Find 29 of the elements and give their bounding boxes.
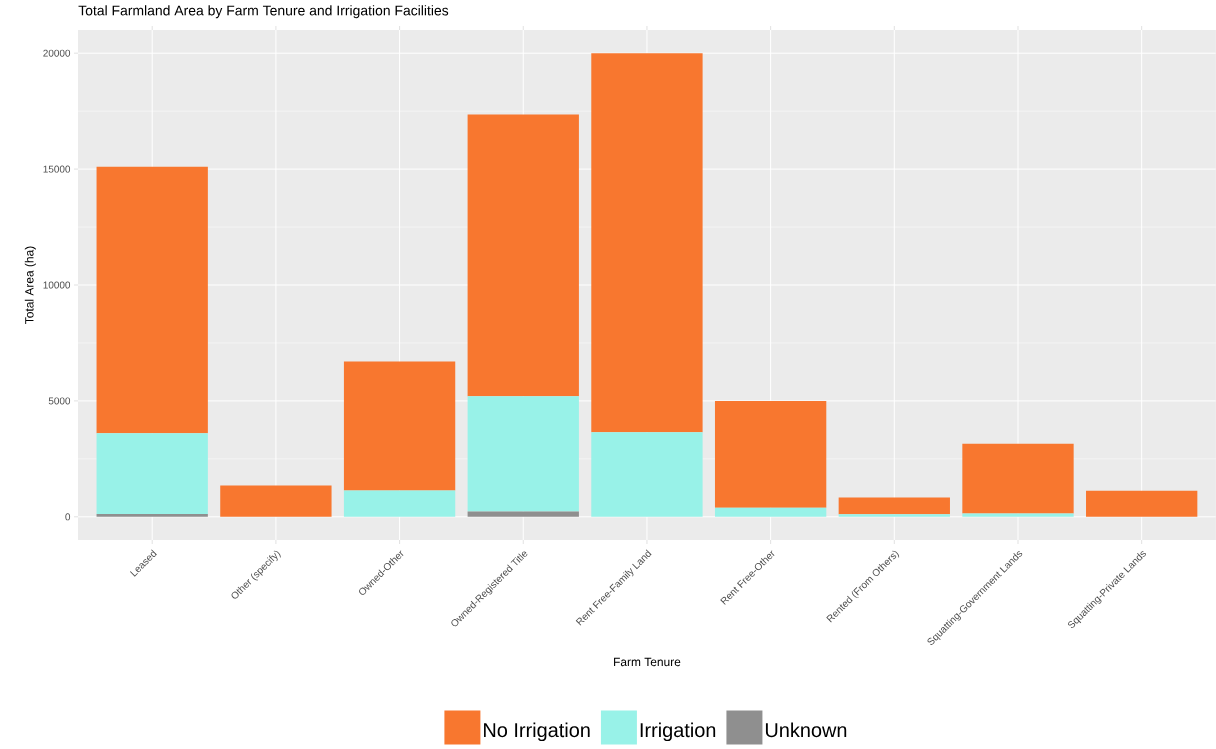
bar bbox=[1086, 490, 1198, 517]
bar bbox=[714, 400, 827, 508]
bar bbox=[838, 514, 950, 517]
x-axis-title: Farm Tenure bbox=[614, 657, 681, 667]
bar bbox=[467, 511, 579, 517]
legend-label: No Irrigation bbox=[484, 722, 590, 742]
y-tick-label: 10000 bbox=[43, 281, 71, 289]
bar bbox=[96, 166, 208, 434]
bar bbox=[220, 485, 332, 517]
bar bbox=[591, 432, 703, 517]
legend-label: Unknown bbox=[765, 722, 847, 738]
bar bbox=[467, 114, 579, 397]
y-tick-label: 15000 bbox=[43, 165, 71, 173]
y-tick-label: 0 bbox=[65, 513, 71, 521]
bar bbox=[838, 497, 950, 515]
bar bbox=[467, 396, 579, 512]
bar bbox=[962, 443, 1074, 514]
bar bbox=[96, 433, 208, 515]
bar bbox=[343, 361, 456, 491]
y-tick-label: 5000 bbox=[48, 397, 71, 405]
bar bbox=[962, 513, 1074, 517]
bar bbox=[591, 53, 703, 433]
y-tick-label: 20000 bbox=[43, 49, 71, 57]
bar bbox=[96, 514, 208, 517]
chart-title: Total Farmland Area by Farm Tenure and Irrigation Facilities bbox=[78, 5, 449, 19]
bar bbox=[714, 507, 827, 517]
y-axis-title: Total Area (ha) bbox=[24, 246, 36, 324]
legend-label: Irrigation bbox=[640, 722, 716, 742]
bar bbox=[343, 490, 456, 517]
